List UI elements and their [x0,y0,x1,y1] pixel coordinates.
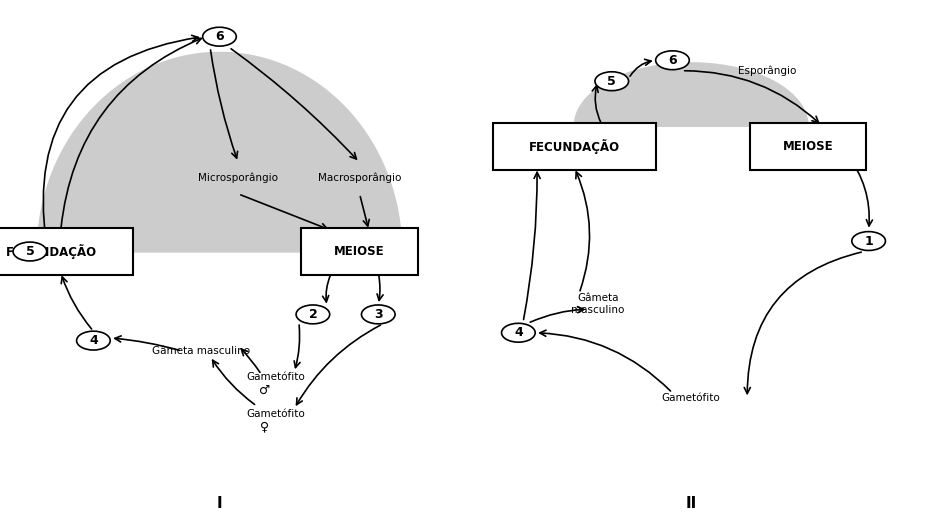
Polygon shape [37,52,402,252]
Circle shape [13,242,47,261]
Text: 5: 5 [25,245,35,258]
Text: Esporângio: Esporângio [738,66,796,76]
Text: Gâmeta
masculino: Gâmeta masculino [571,293,625,315]
Text: FECUNDAÇÃO: FECUNDAÇÃO [6,244,97,259]
FancyBboxPatch shape [0,228,134,275]
Text: Gametófito: Gametófito [247,409,304,419]
Text: I: I [217,496,222,510]
Circle shape [77,331,110,350]
Polygon shape [574,63,808,126]
Text: 6: 6 [215,30,224,43]
Text: Microsporângio: Microsporângio [198,173,278,183]
Circle shape [595,72,629,91]
Text: Gametófito: Gametófito [247,372,304,383]
Text: MEIOSE: MEIOSE [783,140,833,153]
Circle shape [656,51,689,70]
Text: II: II [686,496,697,510]
Circle shape [203,27,236,46]
Text: FECUNDAÇÃO: FECUNDAÇÃO [529,139,620,154]
Text: ♀: ♀ [260,421,269,433]
Text: 6: 6 [668,54,677,67]
Text: Gâmeta masculino: Gâmeta masculino [151,346,250,356]
Text: Gametófito: Gametófito [662,393,720,403]
FancyBboxPatch shape [749,123,867,170]
Text: 4: 4 [514,326,523,339]
Text: 1: 1 [864,235,873,247]
FancyBboxPatch shape [302,228,418,275]
Circle shape [502,323,535,342]
Text: 3: 3 [374,308,383,321]
Circle shape [852,232,885,250]
Text: 2: 2 [308,308,318,321]
Text: ♂: ♂ [259,384,270,397]
Text: 5: 5 [607,75,616,88]
Text: MEIOSE: MEIOSE [334,245,385,258]
Text: 4: 4 [89,334,98,347]
Circle shape [296,305,330,324]
Text: Macrosporângio: Macrosporângio [318,173,402,183]
FancyBboxPatch shape [493,123,656,170]
Circle shape [361,305,395,324]
